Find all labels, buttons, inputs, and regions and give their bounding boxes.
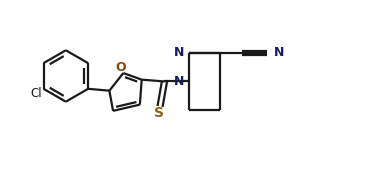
Text: O: O	[115, 61, 126, 74]
Text: Cl: Cl	[30, 88, 42, 100]
Text: S: S	[154, 106, 164, 120]
Text: N: N	[174, 46, 184, 59]
Text: N: N	[174, 75, 184, 88]
Text: N: N	[274, 46, 284, 59]
